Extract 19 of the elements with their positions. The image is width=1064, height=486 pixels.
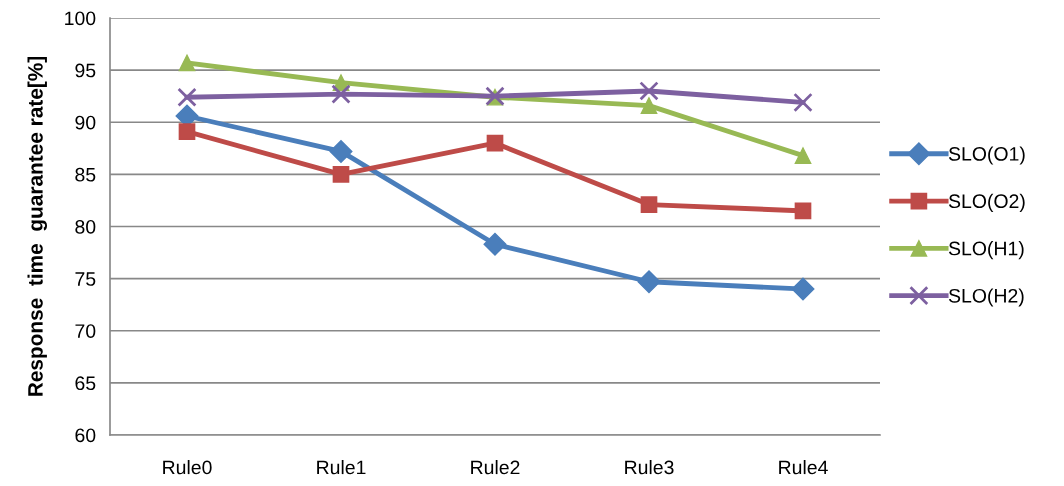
legend-label: SLO(H2) (948, 288, 1024, 307)
y-tick-label: 95 (75, 63, 96, 78)
legend-label: SLO(O1) (948, 146, 1025, 165)
y-tick-label: 100 (65, 11, 96, 26)
legend-label: SLO(H1) (948, 241, 1024, 260)
y-tick-label: 65 (75, 376, 96, 391)
y-tick-label: 80 (75, 219, 96, 234)
y-tick-label: 90 (75, 115, 96, 130)
x-tick-label: Rule4 (779, 460, 828, 475)
y-tick-label: 70 (75, 324, 96, 338)
x-tick-label: Rule1 (317, 460, 366, 475)
y-tick-label: 85 (75, 167, 96, 182)
x-tick-label: Rule3 (625, 460, 674, 475)
x-tick-label: Rule0 (163, 460, 212, 475)
y-tick-label: 60 (75, 428, 96, 443)
x-tick-label: Rule2 (471, 460, 520, 475)
y-axis-title: Response time guarantee rate[%] (27, 56, 48, 396)
y-tick-label: 75 (75, 272, 96, 286)
legend-label: SLO(O2) (948, 193, 1025, 212)
